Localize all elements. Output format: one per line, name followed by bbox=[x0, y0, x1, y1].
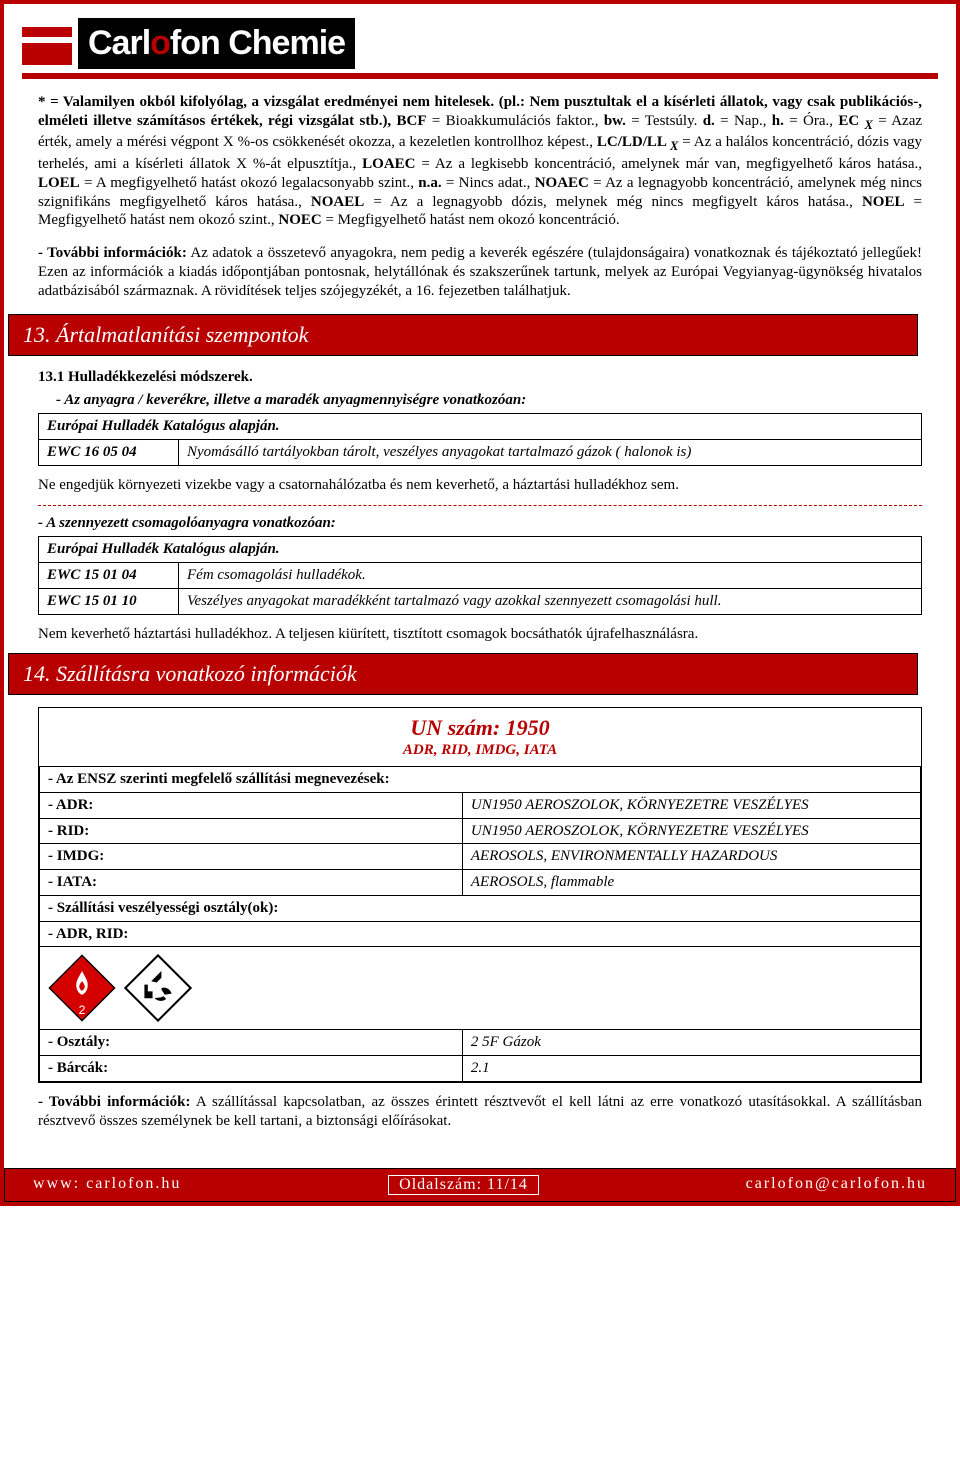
waste2-desc2: Veszélyes anyagokat maradékként tartalma… bbox=[179, 588, 922, 614]
section-14-heading: 14. Szállításra vonatkozó információk bbox=[8, 653, 918, 695]
transport-table: - Az ENSZ szerinti megfelelő szállítási … bbox=[39, 766, 921, 1082]
waste1-desc: Nyomásálló tartályokban tárolt, veszélye… bbox=[179, 440, 922, 466]
waste1-header: Európai Hulladék Katalógus alapján. bbox=[39, 414, 922, 440]
sec13-line2: - A szennyezett csomagolóanyagra vonatko… bbox=[38, 514, 922, 533]
class-row-val: 2 5F Gázok bbox=[462, 1030, 920, 1056]
transport-block: UN szám: 1950 ADR, RID, IMDG, IATA - Az … bbox=[38, 707, 922, 1083]
brand-logo: Carlofon Chemie bbox=[78, 18, 355, 69]
waste2-code2: EWC 15 01 10 bbox=[39, 588, 179, 614]
waste1-code: EWC 16 05 04 bbox=[39, 440, 179, 466]
header-underline bbox=[22, 73, 938, 79]
svg-text:2: 2 bbox=[79, 1003, 86, 1017]
page-content: * = Valamilyen okból kifolyólag, a vizsg… bbox=[4, 79, 956, 1154]
definitions-paragraph: * = Valamilyen okból kifolyólag, a vizsg… bbox=[38, 93, 922, 230]
logo-text-pre: Carl bbox=[88, 24, 150, 62]
class-row-label: - Osztály: bbox=[40, 1030, 463, 1056]
page-frame: Carlofon Chemie * = Valamilyen okból kif… bbox=[0, 0, 960, 1206]
waste-table-2: Európai Hulladék Katalógus alapján. EWC … bbox=[38, 536, 922, 614]
iata-label: - IATA: bbox=[40, 870, 463, 896]
class-label: - Szállítási veszélyességi osztály(ok): bbox=[40, 895, 921, 921]
sec13-line1: - Az anyagra / keverékre, illetve a mara… bbox=[56, 391, 922, 410]
adr-val: UN1950 AEROSZOLOK, KÖRNYEZETRE VESZÉLYES bbox=[462, 792, 920, 818]
flammable-diamond-icon: 2 bbox=[48, 954, 116, 1022]
logo-text-accent: o bbox=[150, 24, 170, 62]
dashed-divider-1 bbox=[38, 505, 922, 506]
barcak-label: - Bárcák: bbox=[40, 1056, 463, 1082]
waste2-desc1: Fém csomagolási hulladékok. bbox=[179, 563, 922, 589]
imdg-val: AEROSOLS, ENVIRONMENTALLY HAZARDOUS bbox=[462, 844, 920, 870]
further-info-1: - További információk: Az adatok a össze… bbox=[38, 244, 922, 300]
adr-label: - ADR: bbox=[40, 792, 463, 818]
waste2-code1: EWC 15 01 04 bbox=[39, 563, 179, 589]
un-title: UN szám: 1950 bbox=[39, 708, 921, 742]
section-13-heading: 13. Ártalmatlanítási szempontok bbox=[8, 314, 918, 356]
footer-right: carlofon@carlofon.hu bbox=[746, 1175, 927, 1195]
rid-val: UN1950 AEROSZOLOK, KÖRNYEZETRE VESZÉLYES bbox=[462, 818, 920, 844]
waste2-header: Európai Hulladék Katalógus alapján. bbox=[39, 537, 922, 563]
logo-text-mid: fon Chemie bbox=[170, 24, 345, 62]
un-sub: ADR, RID, IMDG, IATA bbox=[39, 741, 921, 766]
barcak-val: 2.1 bbox=[462, 1056, 920, 1082]
sec13-note2: Nem keverhető háztartási hulladékhoz. A … bbox=[38, 625, 922, 644]
footer-page-number: Oldalszám: 11/14 bbox=[388, 1175, 539, 1195]
sec13-sub1: 13.1 Hulladékkezelési módszerek. bbox=[38, 368, 922, 387]
transport-names-label: - Az ENSZ szerinti megfelelő szállítási … bbox=[40, 767, 921, 793]
footer-left: www: carlofon.hu bbox=[33, 1175, 181, 1195]
rid-label: - RID: bbox=[40, 818, 463, 844]
adr-rid-label: - ADR, RID: bbox=[40, 921, 921, 947]
page-footer: www: carlofon.hu Oldalszám: 11/14 carlof… bbox=[4, 1168, 956, 1202]
environment-hazard-icon bbox=[124, 954, 192, 1022]
waste-table-1: Európai Hulladék Katalógus alapján. EWC … bbox=[38, 413, 922, 466]
iata-val: AEROSOLS, flammable bbox=[462, 870, 920, 896]
imdg-label: - IMDG: bbox=[40, 844, 463, 870]
sec13-note1: Ne engedjük környezeti vizekbe vagy a cs… bbox=[38, 476, 922, 495]
hazard-icons-cell: 2 bbox=[40, 947, 921, 1030]
further-info-2: - További információk: A szállítással ka… bbox=[38, 1093, 922, 1131]
